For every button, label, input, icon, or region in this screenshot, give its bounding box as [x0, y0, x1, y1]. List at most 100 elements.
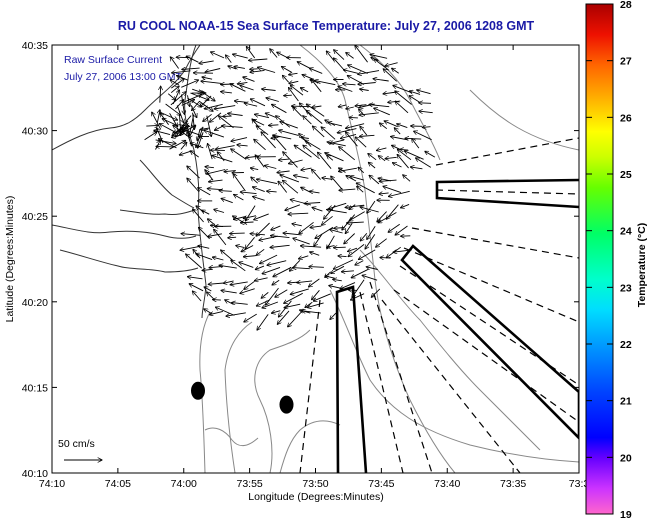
colorbar-tick-label: 21	[620, 396, 632, 408]
current-vector	[312, 207, 323, 212]
current-vector	[170, 86, 179, 94]
current-vector	[339, 189, 356, 190]
current-vector	[230, 84, 246, 92]
plot-frame	[51, 44, 580, 474]
current-vector	[187, 178, 200, 192]
current-vector	[326, 51, 335, 62]
current-vector	[245, 237, 255, 249]
current-vector	[221, 198, 233, 204]
current-vector	[279, 159, 290, 160]
current-vector	[204, 130, 225, 138]
current-vector	[305, 140, 321, 150]
current-vector	[179, 150, 193, 155]
current-vector	[383, 92, 397, 94]
current-vector	[358, 249, 376, 260]
current-vector	[215, 307, 235, 316]
current-vector	[253, 120, 265, 126]
current-vector	[288, 213, 309, 214]
current-vector	[311, 79, 322, 93]
current-vector	[256, 299, 270, 306]
current-vector	[222, 126, 243, 128]
current-vector	[291, 106, 310, 107]
current-vector	[209, 310, 224, 314]
current-vector	[199, 101, 214, 111]
current-vector	[240, 222, 254, 223]
current-vector	[294, 175, 309, 179]
colorbar	[585, 3, 614, 515]
current-vector	[169, 140, 186, 150]
current-vector	[146, 125, 158, 126]
current-vector	[340, 282, 356, 289]
y-tick-label: 40:15	[22, 382, 48, 394]
current-vector	[284, 292, 303, 303]
current-vector	[284, 303, 301, 308]
x-tick-label: 74:05	[105, 478, 131, 490]
current-vector	[394, 128, 401, 135]
current-vector	[301, 168, 312, 170]
current-vector	[359, 135, 375, 136]
current-vector	[259, 235, 278, 240]
current-vector	[237, 145, 248, 146]
current-vector	[348, 244, 365, 256]
current-vector	[190, 92, 209, 100]
current-vector	[330, 229, 343, 234]
current-vector	[283, 233, 302, 235]
current-vector	[293, 268, 310, 269]
current-vector	[359, 112, 379, 115]
current-vector	[397, 154, 409, 169]
current-vector	[186, 56, 199, 63]
coastline-segment	[52, 45, 201, 151]
current-vector	[160, 113, 169, 125]
current-vector	[250, 168, 259, 170]
current-vector	[299, 103, 312, 117]
current-vector	[400, 149, 409, 150]
x-tick-label: 74:00	[171, 478, 197, 490]
current-vector	[401, 203, 410, 207]
current-vector	[212, 257, 224, 261]
current-vector	[250, 234, 265, 235]
colorbar-tick-label: 20	[620, 452, 632, 464]
current-vector	[344, 233, 356, 244]
current-vector	[152, 112, 162, 130]
current-vector	[266, 287, 279, 305]
current-vector	[289, 81, 299, 83]
current-vector	[230, 281, 248, 285]
current-vector	[182, 94, 202, 103]
current-vector	[321, 127, 336, 140]
current-vector	[341, 271, 354, 272]
bathymetry-contour	[299, 45, 456, 473]
current-vector	[221, 250, 234, 262]
radar-sector-lines	[299, 137, 579, 473]
current-vector	[219, 191, 232, 192]
current-vector	[328, 123, 343, 127]
current-vector	[299, 221, 314, 233]
current-vector	[350, 176, 364, 181]
current-vector	[284, 95, 292, 96]
current-vector	[281, 67, 292, 73]
current-vector	[155, 140, 161, 150]
current-vector	[257, 314, 269, 330]
bathymetry-contour	[329, 289, 579, 463]
current-vector	[181, 100, 195, 106]
current-vector	[277, 171, 290, 173]
current-vector	[204, 287, 212, 292]
current-vector	[160, 86, 161, 103]
current-vector	[302, 311, 321, 314]
current-vector	[231, 137, 248, 142]
current-vector	[272, 279, 280, 285]
current-vector	[388, 101, 401, 102]
colorbar-tick-label: 19	[620, 509, 632, 518]
current-vector	[373, 79, 389, 81]
current-vector	[165, 103, 181, 115]
current-vector	[395, 91, 412, 105]
current-vector	[360, 207, 379, 213]
current-vector	[347, 222, 364, 223]
current-vector	[294, 145, 312, 158]
current-vector	[273, 266, 292, 276]
current-vector	[383, 186, 402, 194]
current-vector	[358, 83, 376, 85]
current-vector	[250, 69, 258, 70]
current-vector	[243, 77, 255, 82]
current-vector	[207, 219, 216, 226]
current-vector	[162, 119, 179, 127]
